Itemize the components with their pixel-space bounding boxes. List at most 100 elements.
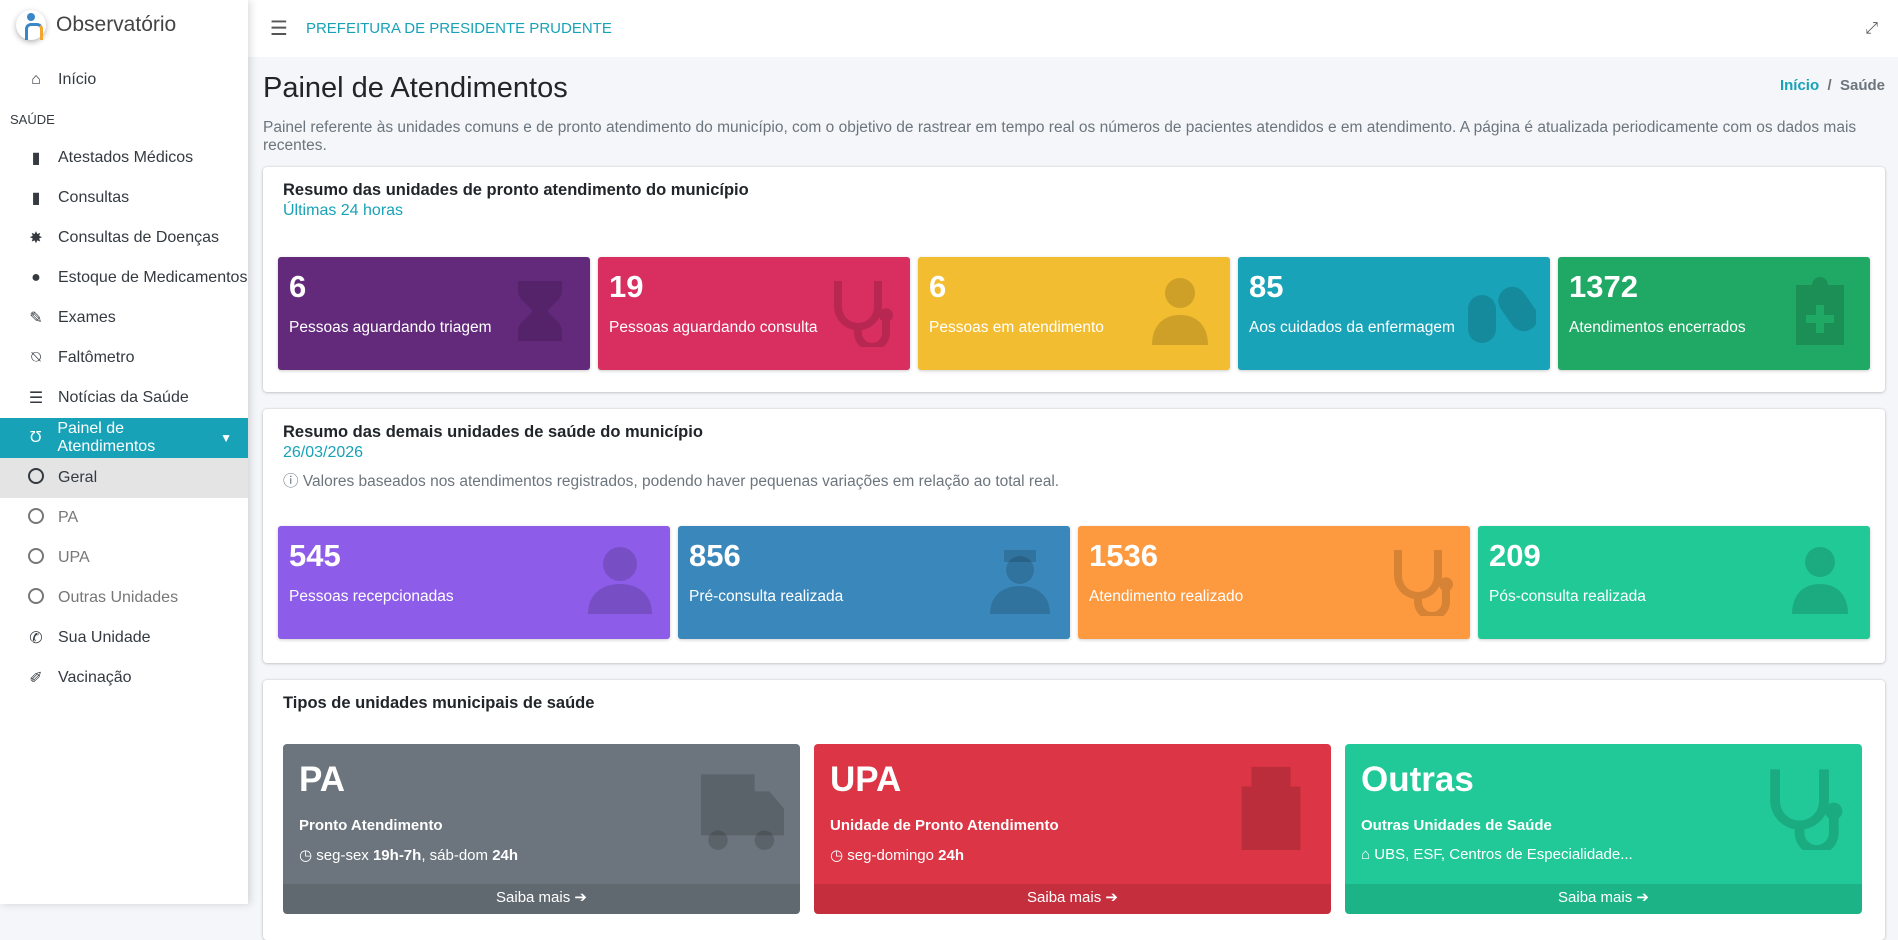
label: Outras Unidades: [58, 589, 179, 606]
label: Notícias da Saúde: [58, 389, 189, 406]
sidebar-item-estoque[interactable]: ● Estoque de Medicamentos: [0, 258, 248, 298]
arrow-circle-right-icon: ➔: [1636, 889, 1649, 906]
stat-value: 6: [289, 269, 307, 304]
sidebar-item-atestados[interactable]: ▮ Atestados Médicos: [0, 138, 248, 178]
stat-value: 1372: [1569, 269, 1638, 304]
unit-subtitle: Outras Unidades de Saúde: [1361, 817, 1552, 834]
newspaper-icon: ☰: [28, 390, 44, 407]
logo-icon: [16, 10, 46, 40]
saiba-mais-button[interactable]: Saiba mais ➔: [283, 884, 800, 914]
page-description: Painel referente às unidades comuns e de…: [263, 119, 1857, 154]
sidebar-item-vacinacao[interactable]: ✐ Vacinação: [0, 658, 248, 698]
label: Vacinação: [58, 669, 132, 686]
label: Atestados Médicos: [58, 149, 194, 166]
stat-value: 1536: [1089, 538, 1158, 573]
demais-unidades-card: Resumo das demais unidades de saúde do m…: [263, 409, 1885, 663]
pronto-stats: 6 Pessoas aguardando triagem 19 Pessoas agu…: [278, 257, 1870, 370]
doctor-icon: [1152, 278, 1208, 345]
card-title: Resumo das demais unidades de saúde do m…: [283, 423, 703, 441]
stat-label: Aos cuidados da enfermagem: [1249, 319, 1455, 336]
user-icon: [588, 547, 652, 614]
card-subtitle: Últimas 24 horas: [283, 202, 404, 219]
sidebar-item-consultas-doencas[interactable]: ✸ Consultas de Doenças: [0, 218, 248, 258]
eyedropper-icon: ✎: [29, 310, 43, 327]
sidebar-subitem-geral[interactable]: Geral: [0, 458, 248, 498]
hours-bold: 24h: [492, 847, 519, 864]
sidebar: Observatório ⌂ Início SAÚDE ▮ Atestados Mé…: [0, 0, 248, 904]
nurse-icon: [990, 550, 1050, 614]
info-note: ⓘ Valores baseados nos atendimentos regi…: [283, 469, 1865, 491]
circle-icon: [26, 587, 46, 609]
hours-bold: 24h: [938, 847, 965, 864]
unit-type-outras: Outras Outras Unidades de Saúde ⌂ UBS, ESF…: [1345, 744, 1862, 914]
saiba-mais-label: Saiba mais: [1027, 889, 1102, 906]
sidebar-item-noticias[interactable]: ☰ Notícias da Saúde: [0, 378, 248, 418]
sidebar-item-inicio[interactable]: ⌂ Início: [0, 60, 248, 100]
sidebar-item-consultas[interactable]: ▮ Consultas: [0, 178, 248, 218]
hours-text: UBS, ESF, Centros de Especialidade...: [1374, 846, 1633, 863]
hours-text: seg-sex: [316, 847, 373, 864]
label: Geral: [58, 469, 98, 486]
stat-box: 19 Pessoas aguardando consulta: [598, 257, 910, 370]
sidebar-section-header: SAÚDE: [10, 111, 55, 127]
hourglass-icon: [518, 281, 562, 341]
hours-text: , sáb-dom: [421, 847, 493, 864]
stat-box: 545 Pessoas recepcionadas: [278, 526, 670, 639]
user-slash-icon: ⍉: [31, 349, 41, 366]
fullscreen-icon[interactable]: ⤢: [1865, 19, 1878, 37]
breadcrumb-inicio[interactable]: Início: [1779, 77, 1820, 94]
hours-text: seg-domingo: [847, 847, 939, 864]
home-icon: ⌂: [31, 71, 41, 88]
circle-icon: [26, 467, 46, 489]
pronto-atendimento-card: Resumo das unidades de pronto atendiment…: [263, 167, 1885, 392]
label: Painel de Atendimentos: [57, 420, 156, 455]
sidebar-subitem-pa[interactable]: PA: [0, 498, 248, 538]
brand-name: Observatório: [56, 13, 177, 36]
hamburger-menu-icon[interactable]: ☰: [270, 18, 288, 40]
brand-logo[interactable]: Observatório: [0, 0, 248, 50]
organization-name[interactable]: PREFEITURA DE PRESIDENTE PRUDENTE: [305, 20, 612, 37]
pills-icon: [1468, 286, 1536, 343]
sidebar-item-exames[interactable]: ✎ Exames: [0, 298, 248, 338]
saiba-mais-button[interactable]: Saiba mais ➔: [1345, 884, 1862, 914]
card-date: 26/03/2026: [283, 444, 364, 461]
info-text: Valores baseados nos atendimentos regist…: [302, 473, 1060, 490]
sidebar-item-faltometro[interactable]: ⍉ Faltômetro: [0, 338, 248, 378]
main-content: Painel de Atendimentos Início / Saúde Pa…: [263, 57, 1885, 940]
card-title: Tipos de unidades municipais de saúde: [283, 694, 595, 712]
stat-box: 209 Pós-consulta realizada: [1478, 526, 1870, 639]
hours-bold: 19h-7h: [372, 847, 422, 864]
ambulance-icon: [700, 774, 784, 850]
label: PA: [58, 509, 79, 526]
sidebar-item-painel[interactable]: Ʊ Painel de Atendimentos ▼: [0, 418, 248, 458]
stat-label: Atendimento realizado: [1089, 588, 1244, 605]
label: UPA: [58, 549, 90, 566]
unit-hours: ◷ seg-sex 19h-7h, sáb-dom 24h: [299, 846, 518, 864]
unit-name: Outras: [1361, 760, 1474, 799]
home-icon: ⌂: [1361, 846, 1371, 863]
unit-name: UPA: [830, 760, 902, 799]
stat-value: 6: [929, 269, 947, 304]
stat-value: 209: [1489, 538, 1541, 573]
sidebar-subitem-upa[interactable]: UPA: [0, 538, 248, 578]
pills-icon: ●: [31, 269, 41, 286]
card-title: Resumo das unidades de pronto atendiment…: [283, 181, 749, 199]
sidebar-subitem-outras[interactable]: Outras Unidades: [0, 578, 248, 618]
stat-box: 856 Pré-consulta realizada: [678, 526, 1070, 639]
label: Exames: [58, 309, 116, 326]
hospital-icon: [1241, 766, 1301, 850]
arrow-circle-right-icon: ➔: [1105, 889, 1118, 906]
clipboard-medical-icon: ▮: [31, 190, 41, 207]
saiba-mais-button[interactable]: Saiba mais ➔: [814, 884, 1331, 914]
stethoscope-icon: [1394, 550, 1453, 616]
stat-box: 1536 Atendimento realizado: [1078, 526, 1470, 639]
demais-stats: 545 Pessoas recepcionadas 856 Pré-consulta …: [278, 526, 1870, 639]
file-medical-icon: ▮: [31, 150, 41, 167]
label: Consultas: [58, 189, 130, 206]
stat-label: Pessoas aguardando triagem: [289, 319, 492, 336]
stethoscope-icon: [834, 281, 893, 347]
clipboard-medical-icon: [1796, 277, 1844, 345]
circle-icon: [26, 507, 46, 529]
clock-icon: ◷: [830, 847, 844, 864]
sidebar-item-sua-unidade[interactable]: ✆ Sua Unidade: [0, 618, 248, 658]
